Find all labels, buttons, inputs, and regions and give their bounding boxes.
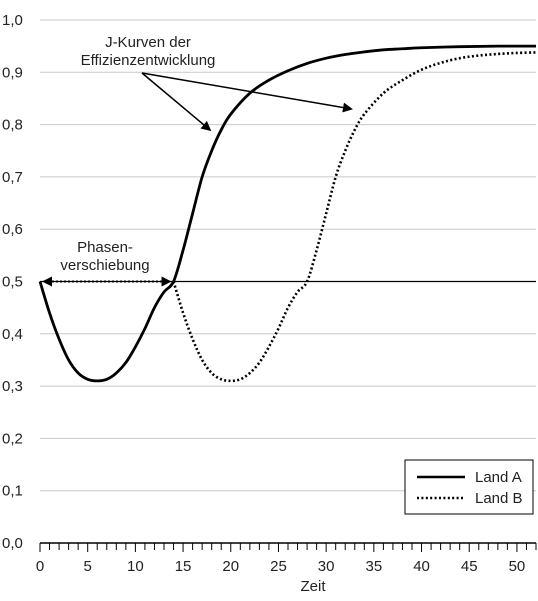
- x-tick-label: 40: [413, 558, 430, 575]
- annotation-arrow: [141, 72, 212, 132]
- legend-label: Land B: [475, 490, 523, 507]
- x-tick-label: 15: [175, 558, 192, 575]
- annotation-text: J-Kurven der: [105, 34, 191, 51]
- y-tick-label: 0,2: [2, 430, 23, 447]
- x-tick-label: 0: [36, 558, 44, 575]
- x-tick-label: 10: [127, 558, 144, 575]
- y-tick-label: 0,5: [2, 274, 23, 291]
- x-tick-label: 50: [509, 558, 526, 575]
- y-tick-label: 0,3: [2, 378, 23, 395]
- axes: 0,0 0,1 0,2 0,3 0,4 0,5 0,6 0,7 0,8 0,9 1,0 0 5 10 15 2…: [2, 12, 537, 595]
- x-tick-label: 5: [84, 558, 92, 575]
- legend: Land A Land B: [404, 459, 534, 515]
- x-axis-title: Zeit: [300, 578, 326, 595]
- annotation-text: verschiebung: [60, 257, 149, 274]
- series-line-land-a: [38, 44, 537, 383]
- legend-box: [404, 459, 534, 515]
- legend-label: Land A: [475, 469, 522, 486]
- y-tick-label: 0,1: [2, 483, 23, 500]
- y-tick-label: 0,8: [2, 117, 23, 134]
- annotation-text: Phasen-: [77, 239, 133, 256]
- x-tick-label: 35: [366, 558, 383, 575]
- x-tick-label: 45: [461, 558, 478, 575]
- y-tick-label: 0,0: [2, 535, 23, 552]
- x-tick-label: 30: [318, 558, 335, 575]
- annotation-arrow: [141, 72, 353, 113]
- series-line-land-b: [172, 51, 537, 383]
- annotation-text: Effizienzentwicklung: [81, 52, 216, 69]
- y-tick-label: 0,9: [2, 64, 23, 81]
- x-tick-label: 20: [222, 558, 239, 575]
- y-tick-label: 0,6: [2, 221, 23, 238]
- y-tick-label: 1,0: [2, 12, 23, 29]
- series-group: [38, 44, 537, 383]
- y-tick-label: 0,4: [2, 326, 23, 343]
- x-tick-label: 25: [270, 558, 287, 575]
- y-tick-label: 0,7: [2, 169, 23, 186]
